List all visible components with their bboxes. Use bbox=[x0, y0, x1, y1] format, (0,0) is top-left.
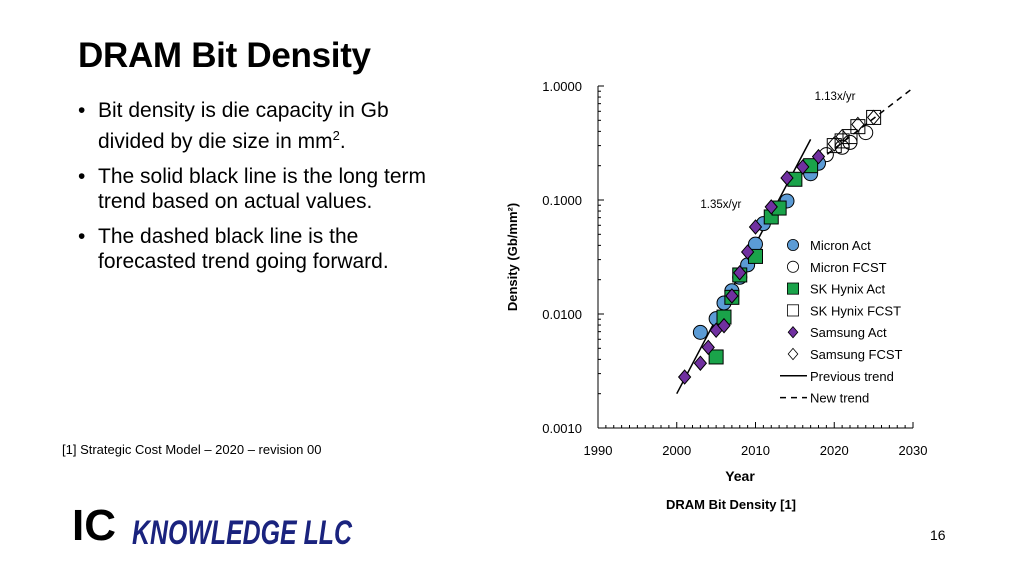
company-logo: IC KNOWLEDGE LLC bbox=[72, 501, 352, 550]
chart-caption: DRAM Bit Density [1] bbox=[666, 497, 797, 512]
legend-label: Samsung FCST bbox=[810, 347, 903, 362]
legend-marker bbox=[786, 282, 799, 295]
legend-item: Samsung FCST bbox=[787, 347, 903, 362]
legend-marker bbox=[787, 325, 799, 339]
data-point bbox=[811, 155, 826, 171]
data-point bbox=[693, 355, 708, 371]
y-axis-title: Density (Gb/mm²) bbox=[505, 203, 520, 311]
data-point bbox=[851, 116, 865, 133]
data-point bbox=[842, 134, 858, 150]
data-point bbox=[771, 200, 787, 216]
data-point bbox=[708, 311, 724, 327]
data-point bbox=[811, 148, 826, 165]
data-point bbox=[826, 138, 842, 154]
data-point bbox=[850, 119, 866, 135]
data-point bbox=[724, 289, 740, 305]
bullet-item: The dashed black line is the forecasted … bbox=[78, 224, 458, 274]
data-point bbox=[764, 199, 778, 215]
data-point bbox=[732, 267, 748, 283]
y-tick-label: 0.1000 bbox=[542, 193, 582, 208]
data-point bbox=[818, 147, 834, 163]
legend-item: Samsung Act bbox=[787, 325, 887, 340]
data-point bbox=[733, 264, 747, 281]
x-tick-label: 2030 bbox=[899, 443, 928, 458]
legend-label: Previous trend bbox=[810, 369, 894, 384]
legend-item: SK Hynix Act bbox=[786, 282, 886, 297]
data-point bbox=[803, 166, 819, 182]
data-point bbox=[834, 133, 850, 149]
legend-label: Micron FCST bbox=[810, 260, 887, 275]
data-point bbox=[708, 349, 724, 365]
data-point bbox=[748, 236, 763, 252]
legend-marker bbox=[786, 239, 799, 252]
data-point bbox=[803, 158, 819, 174]
data-point bbox=[716, 309, 732, 325]
legend-item: SK Hynix FCST bbox=[786, 303, 901, 318]
bullet-list: Bit density is die capacity in Gb divide… bbox=[78, 98, 458, 284]
data-point bbox=[709, 322, 723, 339]
data-point bbox=[755, 216, 771, 232]
data-point bbox=[763, 209, 779, 225]
x-tick-label: 1990 bbox=[584, 443, 613, 458]
logo-knowledge: KNOWLEDGE LLC bbox=[132, 514, 352, 550]
data-point bbox=[858, 125, 874, 141]
data-point bbox=[725, 288, 739, 304]
legend-label: SK Hynix FCST bbox=[810, 303, 901, 318]
reference-note: [1] Strategic Cost Model – 2020 – revisi… bbox=[62, 442, 322, 457]
x-tick-label: 2010 bbox=[741, 443, 770, 458]
x-tick-label: 2000 bbox=[662, 443, 691, 458]
legend-item: Micron FCST bbox=[786, 260, 887, 275]
new-trend-line bbox=[818, 87, 914, 162]
legend-label: New trend bbox=[810, 391, 869, 406]
y-tick-label: 1.0000 bbox=[542, 79, 582, 94]
data-point bbox=[677, 369, 692, 385]
data-point bbox=[724, 283, 740, 299]
data-point bbox=[787, 171, 803, 187]
data-point bbox=[796, 159, 810, 175]
legend-item: Previous trend bbox=[780, 369, 894, 384]
trend-rate-label: 1.35x/yr bbox=[700, 199, 741, 211]
legend-marker bbox=[786, 260, 799, 273]
logo-ic: IC bbox=[72, 501, 116, 550]
y-tick-label: 0.0010 bbox=[542, 421, 582, 436]
data-point bbox=[701, 339, 715, 356]
legend-item: New trend bbox=[780, 391, 869, 406]
data-point bbox=[866, 109, 882, 125]
bullet-item: Bit density is die capacity in Gb divide… bbox=[78, 98, 458, 154]
data-point bbox=[779, 193, 795, 209]
page-number: 16 bbox=[930, 527, 946, 543]
previous-trend-line bbox=[676, 139, 812, 395]
legend-label: Micron Act bbox=[810, 238, 871, 253]
data-point bbox=[748, 248, 763, 264]
data-point bbox=[834, 139, 850, 155]
data-point bbox=[716, 295, 732, 311]
y-tick-label: 0.0100 bbox=[542, 307, 582, 322]
x-tick-label: 2020 bbox=[820, 443, 849, 458]
slide-title: DRAM Bit Density bbox=[78, 36, 371, 75]
x-axis-title: Year bbox=[725, 468, 755, 484]
data-point bbox=[692, 324, 708, 340]
legend-label: Samsung Act bbox=[810, 325, 887, 340]
data-point bbox=[740, 257, 756, 273]
trend-rate-label: 1.13x/yr bbox=[815, 91, 856, 103]
data-point bbox=[732, 269, 748, 285]
data-point bbox=[866, 109, 881, 126]
legend-marker bbox=[787, 347, 799, 361]
data-point bbox=[748, 219, 763, 235]
data-point bbox=[740, 244, 755, 260]
data-point bbox=[827, 136, 841, 152]
bullet-item: The solid black line is the long term tr… bbox=[78, 164, 458, 214]
legend-label: SK Hynix Act bbox=[810, 282, 886, 297]
data-point bbox=[842, 129, 858, 145]
legend-marker bbox=[786, 304, 799, 317]
legend-item: Micron Act bbox=[786, 238, 871, 253]
data-point bbox=[717, 317, 731, 334]
data-point bbox=[780, 170, 794, 186]
data-point bbox=[835, 128, 849, 145]
